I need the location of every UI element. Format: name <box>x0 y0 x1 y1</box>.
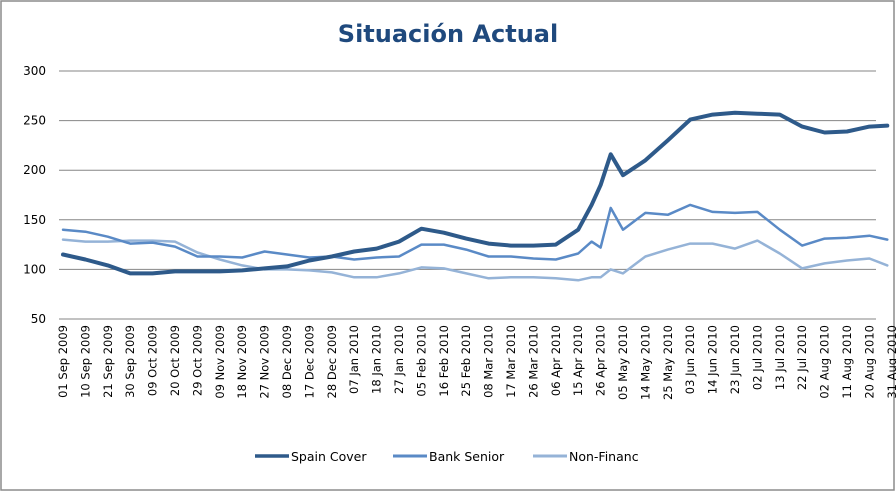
x-axis-ticks: 01 Sep 2009 10 Sep 2009 21 Sep 2009 30 Sep … <box>56 325 896 400</box>
legend-label-spain-cover: Spain Cover <box>291 449 367 464</box>
series-line-bank-senior <box>61 203 889 261</box>
x-tick-label: 02 Jul 2010 <box>750 325 764 390</box>
x-tick-label: 14 Jun 2010 <box>706 325 720 394</box>
x-tick-label: 31 Aug 2010 <box>885 325 896 399</box>
x-tick-label: 18 Jan 2010 <box>370 325 384 394</box>
x-tick-label: 08 Dec 2009 <box>280 325 294 398</box>
x-tick-label: 02 Aug 2010 <box>818 325 832 399</box>
x-tick-label: 08 Mar 2010 <box>482 325 496 398</box>
x-tick-label: 03 Jun 2010 <box>683 325 697 394</box>
x-tick-label: 21 Sep 2009 <box>101 325 115 398</box>
y-tick-label: 250 <box>23 114 46 128</box>
x-tick-label: 14 May 2010 <box>638 325 652 400</box>
y-tick-label: 100 <box>23 262 46 276</box>
x-tick-label: 25 Feb 2010 <box>459 325 473 397</box>
x-tick-label: 10 Sep 2009 <box>78 325 92 398</box>
x-tick-label: 25 May 2010 <box>661 325 675 400</box>
x-tick-label: 01 Sep 2009 <box>56 325 70 398</box>
series-line-spain-cover <box>61 110 890 276</box>
x-tick-label: 13 Jul 2010 <box>773 325 787 390</box>
x-tick-label: 22 Jul 2010 <box>795 325 809 390</box>
x-tick-label: 15 Apr 2010 <box>571 325 585 396</box>
x-tick-label: 23 Jun 2010 <box>728 325 742 394</box>
y-tick-label: 150 <box>23 213 46 227</box>
x-tick-label: 20 Aug 2010 <box>862 325 876 399</box>
x-tick-label: 17 Dec 2009 <box>302 325 316 398</box>
x-tick-label: 26 Mar 2010 <box>526 325 540 398</box>
x-tick-label: 07 Jan 2010 <box>347 325 361 394</box>
y-axis-ticks: 50 100 150 200 250 300 <box>23 64 46 326</box>
y-tick-label: 50 <box>31 312 46 326</box>
x-tick-label: 18 Nov 2009 <box>235 325 249 399</box>
y-tick-label: 200 <box>23 163 46 177</box>
x-tick-label: 26 Apr 2010 <box>594 325 608 396</box>
x-tick-label: 09 Oct 2009 <box>146 325 160 396</box>
x-tick-label: 05 Feb 2010 <box>414 325 428 397</box>
legend: Spain Cover Bank Senior Non-Financ <box>255 449 639 464</box>
x-tick-label: 17 Mar 2010 <box>504 325 518 398</box>
chart-title: Situación Actual <box>338 20 558 48</box>
x-tick-label: 29 Oct 2009 <box>190 325 204 396</box>
x-tick-label: 05 May 2010 <box>616 325 630 400</box>
x-tick-label: 11 Aug 2010 <box>840 325 854 399</box>
x-tick-label: 06 Apr 2010 <box>549 325 563 396</box>
x-tick-label: 16 Feb 2010 <box>437 325 451 397</box>
y-tick-label: 300 <box>23 64 46 78</box>
x-tick-label: 30 Sep 2009 <box>123 325 137 398</box>
series-lines <box>61 110 890 282</box>
x-tick-label: 27 Jan 2010 <box>392 325 406 394</box>
legend-label-bank-senior: Bank Senior <box>429 449 505 464</box>
legend-label-non-financ: Non-Financ <box>569 449 639 464</box>
x-tick-label: 09 Nov 2009 <box>213 325 227 399</box>
x-tick-label: 28 Dec 2009 <box>325 325 339 398</box>
x-tick-label: 27 Nov 2009 <box>258 325 272 399</box>
x-tick-label: 20 Oct 2009 <box>168 325 182 396</box>
